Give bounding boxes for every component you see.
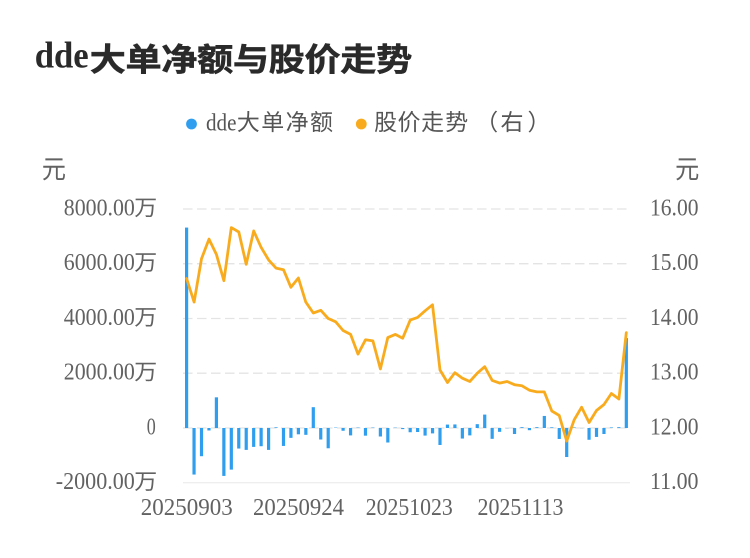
- svg-text:6000.00: 6000.00: [64, 250, 135, 276]
- svg-text:16.00: 16.00: [650, 195, 699, 221]
- svg-text:20251023: 20251023: [366, 495, 453, 521]
- svg-text:20250903: 20250903: [141, 495, 233, 521]
- svg-text:2000.00: 2000.00: [64, 360, 135, 386]
- svg-text:20250924: 20250924: [253, 495, 344, 521]
- svg-text:dde: dde: [35, 35, 89, 76]
- svg-text:dde: dde: [206, 110, 237, 136]
- svg-text:20251113: 20251113: [478, 495, 564, 521]
- svg-text:12.00: 12.00: [650, 414, 699, 440]
- svg-text:-2000.00: -2000.00: [56, 469, 135, 495]
- svg-text:11.00: 11.00: [650, 469, 699, 495]
- svg-text:0: 0: [147, 414, 156, 440]
- svg-text:15.00: 15.00: [650, 250, 699, 276]
- svg-text:4000.00: 4000.00: [64, 305, 135, 331]
- svg-text:14.00: 14.00: [650, 305, 699, 331]
- svg-text:8000.00: 8000.00: [64, 195, 135, 221]
- svg-text:13.00: 13.00: [650, 360, 699, 386]
